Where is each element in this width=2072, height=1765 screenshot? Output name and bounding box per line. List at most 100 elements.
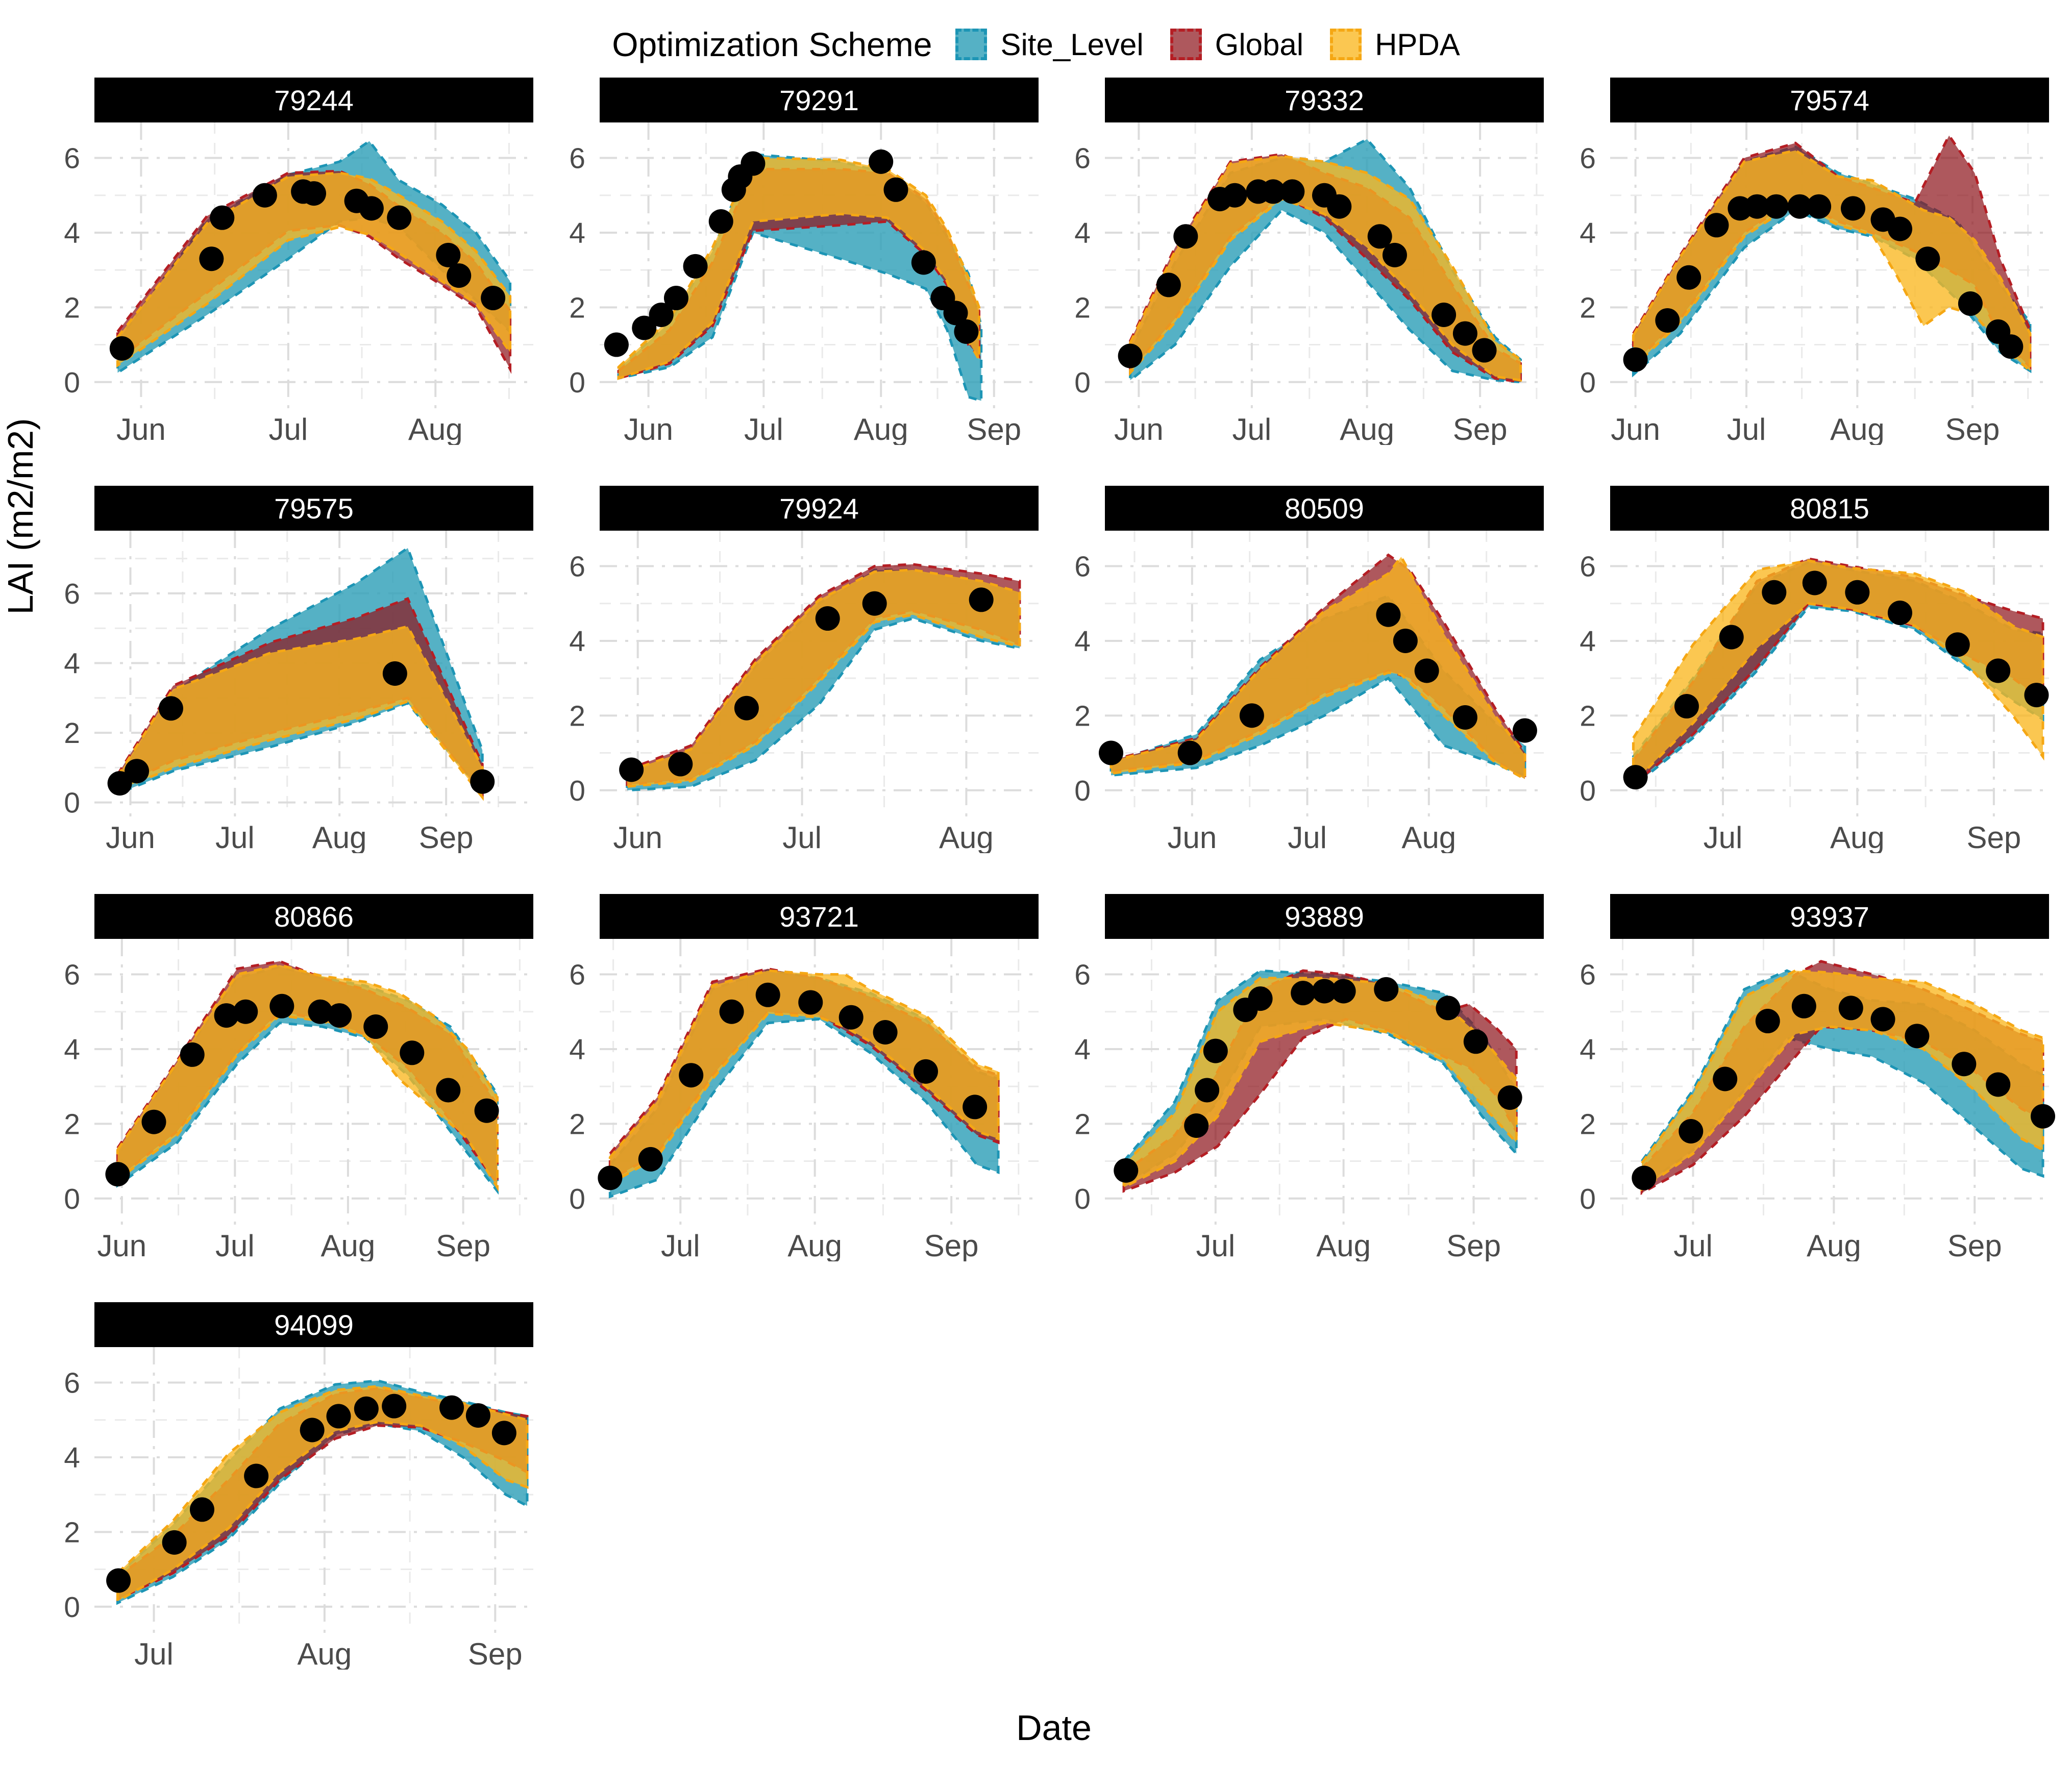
- observation-point: [105, 1162, 130, 1187]
- observation-point: [1173, 224, 1198, 249]
- y-tick-label: 4: [1074, 217, 1091, 250]
- observation-point: [1623, 347, 1648, 372]
- y-tick-label: 0: [1074, 366, 1091, 399]
- observation-point: [1679, 1118, 1704, 1143]
- observation-point: [1719, 625, 1744, 650]
- x-tick-label: Jun: [624, 412, 673, 445]
- observation-point: [1414, 658, 1439, 683]
- y-tick-label: 6: [569, 551, 585, 583]
- observation-point: [162, 1530, 187, 1555]
- observation-point: [244, 1463, 269, 1488]
- x-tick-label: Jun: [1114, 412, 1164, 445]
- observation-point: [1905, 1024, 1930, 1049]
- observation-point: [2024, 683, 2049, 708]
- observation-point: [1184, 1113, 1209, 1138]
- observation-point: [741, 151, 766, 176]
- observation-point: [1999, 334, 2024, 359]
- observation-point: [382, 661, 407, 686]
- observation-point: [326, 1404, 351, 1429]
- observation-point: [708, 209, 733, 234]
- x-tick-label: Aug: [320, 1229, 375, 1261]
- y-tick-label: 6: [64, 959, 80, 991]
- observation-point: [300, 1418, 325, 1443]
- observation-point: [838, 1005, 864, 1030]
- ribbon-hpda-93937: [1640, 969, 2044, 1192]
- observation-point: [109, 336, 134, 361]
- facet-strip-80815: 80815: [1610, 486, 2049, 531]
- x-tick-label: Jul: [215, 1229, 255, 1261]
- observation-point: [302, 181, 326, 206]
- x-tick-label: Jul: [1727, 412, 1766, 445]
- observation-point: [470, 769, 495, 794]
- observation-point: [1744, 194, 1769, 219]
- ribbon-hpda-79291: [617, 157, 980, 380]
- observation-point: [189, 1497, 214, 1522]
- observation-point: [598, 1165, 623, 1190]
- facet-strip-80509: 80509: [1105, 486, 1544, 531]
- observation-point: [439, 1395, 464, 1420]
- facet-strip-94099: 94099: [94, 1302, 533, 1347]
- facet-79244: 79244 0 2 4 6 Jun Jul Aug: [43, 78, 549, 486]
- x-tick-label: Sep: [419, 821, 474, 853]
- observation-point: [943, 301, 968, 326]
- facet-79291: 79291 0 2 4 6 Jun Jul Aug Sep: [549, 78, 1054, 486]
- observation-point: [107, 771, 132, 796]
- legend-item-global: Global: [1170, 27, 1303, 62]
- observation-point: [327, 1003, 352, 1028]
- observation-point: [1452, 705, 1477, 730]
- facet-panel-93937: 0 2 4 6 Jul Aug Sep: [1580, 939, 2055, 1261]
- observation-point: [1222, 183, 1247, 208]
- observation-point: [252, 183, 277, 208]
- facet-93937: 93937 0 2 4 6 Jul Aug Sep: [1559, 894, 2064, 1302]
- y-tick-label: 0: [64, 366, 80, 399]
- observation-point: [1432, 302, 1457, 327]
- y-tick-label: 2: [569, 700, 585, 732]
- x-tick-label: Sep: [1966, 821, 2021, 853]
- observation-point: [1623, 765, 1648, 790]
- observation-point: [914, 1059, 938, 1084]
- x-tick-label: Aug: [939, 821, 994, 853]
- facet-panel-79575: 0 2 4 6 Jun Jul Aug Sep: [64, 531, 533, 853]
- x-tick-label: Jun: [97, 1229, 146, 1261]
- x-tick-label: Jul: [1232, 412, 1272, 445]
- observation-point: [668, 752, 693, 777]
- observation-point: [1291, 981, 1316, 1006]
- facet-panel-93721: 0 2 4 6 Jul Aug Sep: [569, 939, 1039, 1261]
- observation-point: [1807, 194, 1832, 219]
- observation-point: [354, 1396, 379, 1421]
- observation-point: [436, 1078, 461, 1103]
- legend-label: Global: [1215, 27, 1304, 62]
- y-tick-label: 2: [64, 1108, 80, 1140]
- observation-point: [649, 302, 674, 327]
- x-tick-label: Aug: [1316, 1229, 1371, 1261]
- facet-grid: 79244 0 2 4 6 Jun Jul Aug 79291 0 2 4 6 Jun Jul Aug Sep 7…: [43, 78, 2064, 1710]
- facet-strip-79574: 79574: [1610, 78, 2049, 122]
- observation-point: [883, 177, 908, 202]
- observation-point: [815, 606, 840, 631]
- observation-point: [734, 695, 759, 720]
- facet-strip-93889: 93889: [1105, 894, 1544, 939]
- facet-panel-80509: 0 2 4 6 Jun Jul Aug: [1074, 531, 1544, 853]
- facet-panel-80815: 0 2 4 6 Jul Aug Sep: [1580, 531, 2049, 853]
- y-tick-label: 0: [1580, 775, 1596, 807]
- observation-point: [180, 1042, 205, 1067]
- facet-93721: 93721 0 2 4 6 Jul Aug Sep: [549, 894, 1054, 1302]
- observation-point: [1327, 194, 1352, 219]
- x-tick-label: Jul: [268, 412, 308, 445]
- x-tick-label: Aug: [1807, 1229, 1861, 1261]
- observation-point: [663, 286, 688, 311]
- x-tick-label: Aug: [408, 412, 463, 445]
- observation-point: [1376, 602, 1401, 627]
- observation-point: [1177, 740, 1202, 765]
- facet-79924: 79924 0 2 4 6 Jun Jul Aug: [549, 486, 1054, 894]
- observation-point: [447, 263, 472, 288]
- observation-point: [1764, 194, 1789, 219]
- facet-strip-79924: 79924: [600, 486, 1039, 531]
- facet-79332: 79332 0 2 4 6 Jun Jul Aug Sep: [1054, 78, 1559, 486]
- observation-point: [382, 1394, 407, 1419]
- x-tick-label: Jun: [116, 412, 166, 445]
- observation-point: [1958, 291, 1983, 316]
- x-tick-label: Jul: [215, 821, 255, 853]
- y-tick-label: 4: [64, 1033, 80, 1066]
- x-tick-label: Sep: [1945, 412, 2000, 445]
